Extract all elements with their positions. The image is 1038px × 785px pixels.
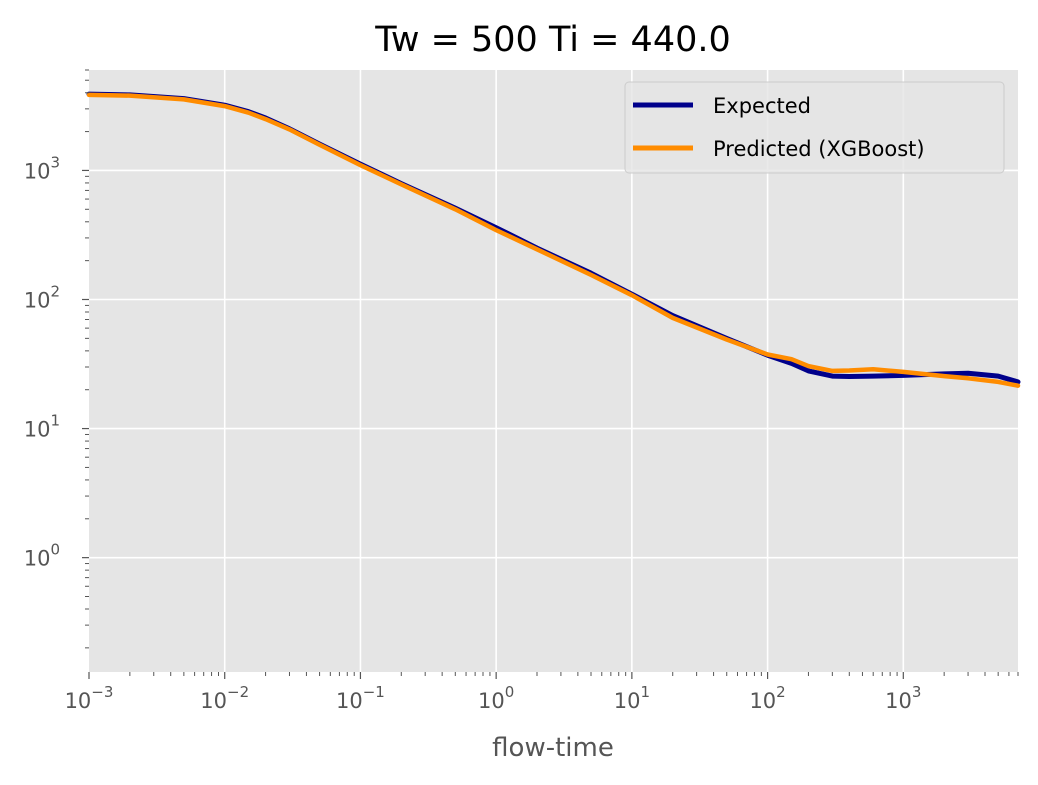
y-tick-label: 102	[24, 283, 60, 313]
legend-box	[624, 81, 1005, 174]
x-tick-label: 10−1	[336, 683, 385, 713]
x-tick-label: 102	[749, 683, 785, 713]
x-axis-label: flow-time	[492, 733, 614, 763]
minor-ticks	[85, 69, 1019, 676]
x-tick-label: 10−2	[200, 683, 249, 713]
y-tick-label: 103	[24, 153, 60, 183]
legend: Expected Predicted (XGBoost)	[624, 81, 1005, 174]
chart-title: Tw = 500 Ti = 440.0	[374, 20, 731, 60]
series-line-predicted	[86, 92, 1021, 388]
x-tick-label: 103	[885, 683, 921, 713]
legend-label-predicted: Predicted (XGBoost)	[713, 137, 925, 161]
y-axis: 100 101 102 103	[24, 153, 89, 571]
x-tick-label: 10−3	[65, 683, 114, 713]
x-tick-label: 101	[614, 683, 650, 713]
y-tick-label: 101	[24, 412, 60, 442]
series-layer	[86, 91, 1021, 388]
legend-label-expected: Expected	[713, 94, 811, 118]
y-tick-label: 100	[24, 541, 60, 571]
x-axis: 10−3 10−2 10−1 100 101 102 103	[65, 672, 921, 713]
x-tick-label: 100	[478, 683, 514, 713]
